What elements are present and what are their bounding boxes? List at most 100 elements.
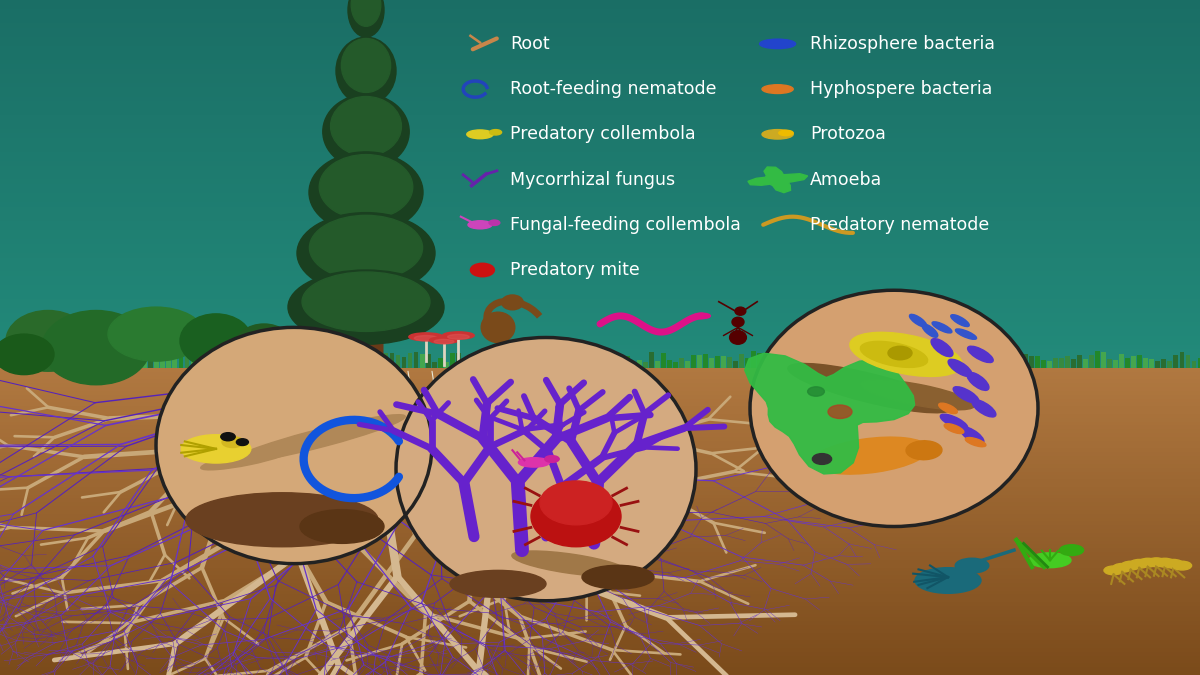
Ellipse shape [409,333,443,341]
Ellipse shape [730,331,746,344]
Ellipse shape [200,448,292,470]
Ellipse shape [156,327,432,564]
Circle shape [236,439,248,446]
Ellipse shape [545,456,559,462]
Ellipse shape [348,0,384,37]
Text: Hyphospere bacteria: Hyphospere bacteria [810,80,992,98]
Ellipse shape [938,403,958,414]
Text: Mycorrhizal fungus: Mycorrhizal fungus [510,171,676,188]
Text: Protozoa: Protozoa [810,126,886,143]
Polygon shape [745,353,914,474]
Ellipse shape [186,493,378,547]
Ellipse shape [948,359,972,377]
Ellipse shape [352,0,380,26]
Ellipse shape [965,437,986,447]
Ellipse shape [1147,558,1166,567]
Ellipse shape [750,290,1038,526]
Ellipse shape [860,342,928,367]
Ellipse shape [734,307,746,315]
Ellipse shape [490,220,499,225]
Ellipse shape [468,221,492,229]
Text: Root: Root [510,35,550,53]
Text: Root-feeding nematode: Root-feeding nematode [510,80,716,98]
Ellipse shape [302,272,430,331]
Ellipse shape [1112,564,1132,572]
Ellipse shape [1030,553,1072,568]
Ellipse shape [960,427,984,444]
Ellipse shape [906,441,942,460]
Ellipse shape [1121,561,1140,570]
Ellipse shape [950,315,970,327]
Ellipse shape [481,312,515,343]
Ellipse shape [288,270,444,344]
Ellipse shape [1139,558,1157,567]
Ellipse shape [450,570,546,597]
Ellipse shape [396,338,696,601]
Ellipse shape [955,329,977,340]
Ellipse shape [181,435,251,463]
Text: Predatory mite: Predatory mite [510,261,640,279]
Ellipse shape [850,332,962,377]
Ellipse shape [108,307,204,361]
Ellipse shape [336,37,396,105]
Ellipse shape [323,95,409,169]
Ellipse shape [502,295,523,310]
Ellipse shape [298,213,436,294]
Circle shape [808,387,824,396]
Ellipse shape [762,130,793,139]
Ellipse shape [0,334,54,375]
Ellipse shape [42,310,150,385]
Ellipse shape [490,130,502,135]
Circle shape [221,433,235,441]
Ellipse shape [234,324,294,371]
Circle shape [888,346,912,360]
Ellipse shape [916,568,982,593]
Ellipse shape [540,481,612,525]
Ellipse shape [1129,560,1148,568]
Ellipse shape [910,315,926,327]
Ellipse shape [931,339,953,356]
Circle shape [812,454,832,464]
Ellipse shape [530,486,622,547]
Ellipse shape [582,566,654,589]
Text: Fungal-feeding collembola: Fungal-feeding collembola [510,216,740,234]
Ellipse shape [1060,545,1084,556]
Ellipse shape [811,437,929,474]
Ellipse shape [953,387,979,403]
Ellipse shape [862,380,974,410]
Ellipse shape [310,215,422,280]
Circle shape [470,263,494,277]
Ellipse shape [6,310,90,371]
Ellipse shape [414,335,438,341]
Ellipse shape [1156,558,1175,567]
Text: Rhizosphere bacteria: Rhizosphere bacteria [810,35,995,53]
Ellipse shape [330,97,402,156]
Ellipse shape [760,39,796,49]
Ellipse shape [518,458,550,467]
Ellipse shape [180,314,252,368]
Ellipse shape [1172,561,1192,570]
Ellipse shape [467,130,493,139]
Ellipse shape [310,152,424,233]
Ellipse shape [430,337,458,344]
Ellipse shape [788,363,952,413]
Ellipse shape [300,510,384,543]
Ellipse shape [443,332,474,339]
Ellipse shape [762,84,793,93]
Ellipse shape [967,373,989,390]
Ellipse shape [512,551,628,576]
Text: Predatory collembola: Predatory collembola [510,126,696,143]
Ellipse shape [448,334,469,340]
Circle shape [828,405,852,418]
Ellipse shape [932,322,952,333]
Ellipse shape [694,313,710,319]
Ellipse shape [779,130,793,136]
Ellipse shape [1164,560,1183,568]
Text: Amoeba: Amoeba [810,171,882,188]
Ellipse shape [222,437,244,448]
Ellipse shape [955,558,989,573]
Ellipse shape [922,324,938,338]
Ellipse shape [434,340,454,344]
Ellipse shape [967,346,994,362]
Polygon shape [748,167,808,192]
